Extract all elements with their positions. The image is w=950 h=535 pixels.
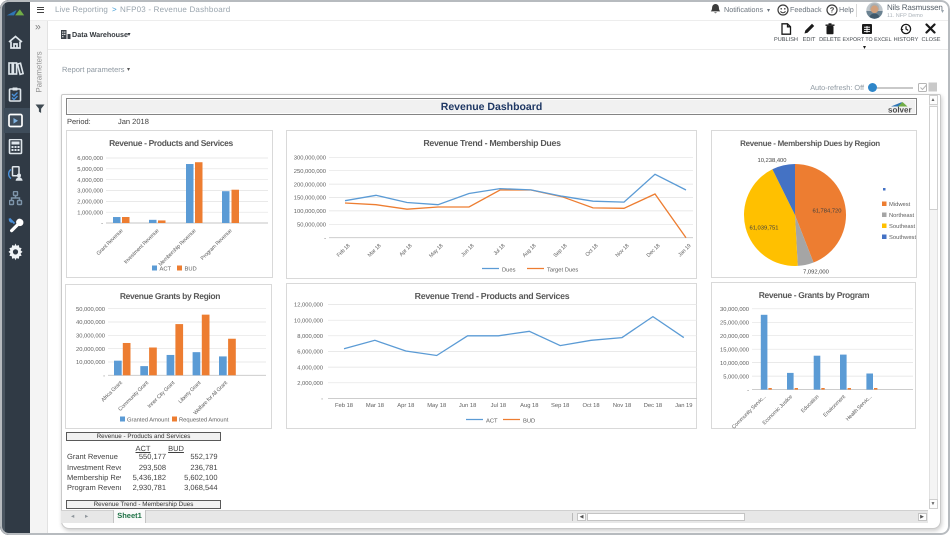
- svg-text:Jun 18: Jun 18: [460, 243, 475, 258]
- svg-text:7,092,000: 7,092,000: [803, 269, 829, 276]
- svg-text:Oct 18: Oct 18: [585, 243, 600, 258]
- svg-text:Jan 19: Jan 19: [677, 243, 692, 258]
- svg-text:May 18: May 18: [428, 243, 444, 259]
- svg-text:Jul 18: Jul 18: [491, 402, 506, 409]
- svg-text:250,000,000: 250,000,000: [294, 168, 326, 175]
- svg-text:BUD: BUD: [185, 266, 197, 272]
- svg-text:Membership Revenue: Membership Revenue: [158, 228, 198, 268]
- svg-text:50,000,000: 50,000,000: [297, 222, 326, 229]
- svg-text:Investment Revenue: Investment Revenue: [123, 228, 160, 265]
- svg-text:Apr 18: Apr 18: [397, 402, 414, 409]
- svg-text:-: -: [747, 388, 749, 394]
- svg-text:May 18: May 18: [427, 402, 446, 409]
- svg-text:Midwest: Midwest: [889, 201, 911, 208]
- svg-text:150,000,000: 150,000,000: [294, 195, 326, 202]
- svg-text:5,000,000: 5,000,000: [723, 373, 749, 380]
- svg-text:Jan 19: Jan 19: [675, 402, 692, 409]
- svg-text:100,000,000: 100,000,000: [294, 208, 326, 215]
- svg-text:Community Servic...: Community Servic...: [731, 394, 767, 430]
- svg-text:10,000,000: 10,000,000: [720, 360, 749, 367]
- svg-text:ACT: ACT: [160, 265, 172, 272]
- svg-text:15,000,000: 15,000,000: [720, 346, 749, 353]
- svg-text:Revenue Trend - Membership Due: Revenue Trend - Membership Dues: [423, 138, 561, 148]
- svg-text:BUD: BUD: [523, 418, 535, 424]
- svg-text:30,000,000: 30,000,000: [720, 306, 749, 313]
- svg-text:Sep 18: Sep 18: [553, 243, 569, 259]
- svg-text:Sep 18: Sep 18: [551, 402, 569, 409]
- svg-text:2,000,000: 2,000,000: [77, 199, 103, 206]
- svg-text:200,000,000: 200,000,000: [294, 181, 326, 188]
- svg-text:Mar 18: Mar 18: [366, 402, 384, 409]
- svg-text:Education: Education: [800, 394, 820, 414]
- svg-text:61,784,720: 61,784,720: [812, 208, 841, 215]
- svg-text:300,000,000: 300,000,000: [294, 155, 326, 162]
- svg-text:Liberty Grant: Liberty Grant: [178, 380, 203, 405]
- svg-text:61,039,751: 61,039,751: [749, 225, 778, 232]
- svg-text:Granted Amount: Granted Amount: [127, 416, 170, 423]
- svg-text:10,000,000: 10,000,000: [76, 359, 105, 366]
- svg-text:50,000,000: 50,000,000: [76, 306, 105, 313]
- svg-text:-: -: [103, 374, 105, 380]
- svg-text:Feb 18: Feb 18: [336, 243, 352, 259]
- svg-text:Health Servic...: Health Servic...: [845, 394, 873, 422]
- svg-text:Target Dues: Target Dues: [547, 267, 578, 273]
- svg-text:10,000,000: 10,000,000: [294, 317, 323, 324]
- svg-text:Dec 18: Dec 18: [646, 243, 662, 259]
- svg-text:Nov 18: Nov 18: [613, 402, 631, 409]
- svg-text:20,000,000: 20,000,000: [720, 333, 749, 340]
- svg-text:4,000,000: 4,000,000: [77, 177, 103, 184]
- svg-text:Jun 18: Jun 18: [459, 402, 476, 409]
- svg-text:40,000,000: 40,000,000: [76, 319, 105, 326]
- svg-text:5,000,000: 5,000,000: [77, 166, 103, 173]
- svg-text:Requested Amount: Requested Amount: [179, 416, 229, 423]
- svg-text:Program Revenue: Program Revenue: [200, 228, 234, 262]
- svg-text:Aug 18: Aug 18: [522, 243, 538, 259]
- svg-text:Revenue Trend - Products and S: Revenue Trend - Products and Services: [415, 291, 570, 301]
- svg-text:Jul 18: Jul 18: [493, 243, 507, 257]
- svg-text:Africa Grant: Africa Grant: [100, 380, 124, 404]
- svg-text:-: -: [321, 397, 323, 403]
- svg-text:Grant Revenue: Grant Revenue: [96, 228, 125, 257]
- svg-text:?: ?: [830, 6, 835, 15]
- svg-text:10,238,400: 10,238,400: [757, 157, 786, 164]
- svg-text:Northeast: Northeast: [889, 212, 915, 219]
- svg-text:Inner City Grant: Inner City Grant: [147, 380, 177, 410]
- svg-text:Feb 18: Feb 18: [335, 402, 353, 409]
- svg-text:solver: solver: [888, 106, 912, 115]
- svg-text:Revenue - Grants by Program: Revenue - Grants by Program: [759, 290, 870, 300]
- svg-text:Revenue - Products and Service: Revenue - Products and Services: [109, 138, 233, 148]
- svg-text:30,000,000: 30,000,000: [76, 333, 105, 340]
- svg-text:Aug 18: Aug 18: [520, 402, 538, 409]
- svg-text:Oct 18: Oct 18: [583, 402, 600, 409]
- svg-text:8,000,000: 8,000,000: [297, 333, 323, 340]
- svg-text:Southwest: Southwest: [889, 234, 916, 241]
- svg-text:6,000,000: 6,000,000: [297, 349, 323, 356]
- svg-text:Southeast: Southeast: [889, 223, 915, 230]
- svg-text:12,000,000: 12,000,000: [294, 302, 323, 309]
- svg-text:3,000,000: 3,000,000: [77, 188, 103, 195]
- svg-text:4,000,000: 4,000,000: [297, 364, 323, 371]
- svg-text:ACT: ACT: [486, 417, 498, 424]
- svg-text:Dues: Dues: [502, 267, 516, 273]
- svg-text:6,000,000: 6,000,000: [77, 155, 103, 162]
- svg-text:Mar 18: Mar 18: [367, 243, 383, 259]
- svg-text:20,000,000: 20,000,000: [76, 346, 105, 353]
- svg-text:25,000,000: 25,000,000: [720, 320, 749, 327]
- svg-text:-: -: [101, 221, 103, 227]
- svg-text:1,000,000: 1,000,000: [77, 209, 103, 216]
- svg-text:Dec 18: Dec 18: [644, 402, 662, 409]
- svg-text:Environment: Environment: [822, 394, 847, 419]
- svg-text:Apr 18: Apr 18: [399, 243, 414, 258]
- svg-text:Revenue Grants by Region: Revenue Grants by Region: [120, 291, 220, 301]
- svg-text:Revenue - Membership Dues by R: Revenue - Membership Dues by Region: [740, 139, 880, 148]
- svg-text:Nov 18: Nov 18: [615, 243, 631, 259]
- svg-text:-: -: [324, 236, 326, 242]
- svg-text:2,000,000: 2,000,000: [297, 380, 323, 387]
